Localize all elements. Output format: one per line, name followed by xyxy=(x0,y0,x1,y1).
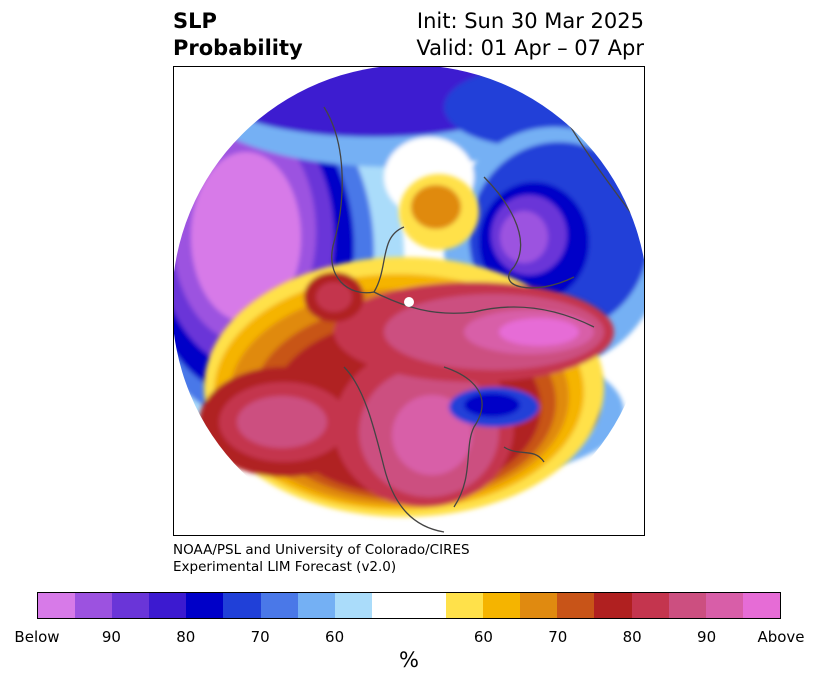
probability-field xyxy=(174,67,644,535)
title-left: SLP Probability xyxy=(173,8,303,62)
probability-map xyxy=(173,66,645,536)
valid-range: Valid: 01 Apr – 07 Apr xyxy=(416,36,644,60)
colorbar-segment xyxy=(297,593,335,618)
coastlines xyxy=(323,96,635,533)
colorbar-tick-label: 80 xyxy=(176,628,196,646)
colorbar-segment xyxy=(260,593,298,618)
colorbar-tick-label: Below xyxy=(14,628,60,646)
title-field: Probability xyxy=(173,36,303,60)
colorbar-segment xyxy=(668,593,706,618)
north-pole-marker xyxy=(404,297,414,307)
colorbar-tick-label: 60 xyxy=(473,628,493,646)
credit-line-1: NOAA/PSL and University of Colorado/CIRE… xyxy=(173,542,470,558)
colorbar-segment xyxy=(112,593,150,618)
colorbar-segment xyxy=(631,593,669,618)
colorbar-segment xyxy=(557,593,595,618)
colorbar-segment xyxy=(520,593,558,618)
colorbar-tick-label: 70 xyxy=(250,628,270,646)
colorbar-tick-label: 90 xyxy=(697,628,717,646)
colorbar-segment xyxy=(38,593,76,618)
colorbar xyxy=(37,592,781,619)
colorbar-tick-label: 70 xyxy=(548,628,568,646)
colorbar-segment xyxy=(594,593,632,618)
colorbar-tick-label: 90 xyxy=(101,628,121,646)
colorbar-tick-label: 60 xyxy=(325,628,345,646)
title-variable: SLP xyxy=(173,9,217,33)
colorbar-segment xyxy=(408,593,447,618)
init-date: Init: Sun 30 Mar 2025 xyxy=(416,9,644,33)
credit: NOAA/PSL and University of Colorado/CIRE… xyxy=(173,542,470,576)
colorbar-tick-label: Above xyxy=(757,628,805,646)
colorbar-segment xyxy=(186,593,224,618)
credit-line-2: Experimental LIM Forecast (v2.0) xyxy=(173,559,397,575)
colorbar-unit: % xyxy=(399,648,419,672)
polar-projection-map xyxy=(174,67,644,535)
colorbar-segment xyxy=(446,593,484,618)
colorbar-segment xyxy=(371,593,409,618)
colorbar-segment xyxy=(705,593,743,618)
colorbar-tick-label: 80 xyxy=(622,628,642,646)
colorbar-segment xyxy=(334,593,372,618)
title-right: Init: Sun 30 Mar 2025 Valid: 01 Apr – 07… xyxy=(416,8,644,62)
colorbar-segment xyxy=(75,593,113,618)
colorbar-segment xyxy=(483,593,521,618)
colorbar-segment xyxy=(223,593,261,618)
colorbar-segment xyxy=(149,593,187,618)
colorbar-segment xyxy=(742,593,780,618)
